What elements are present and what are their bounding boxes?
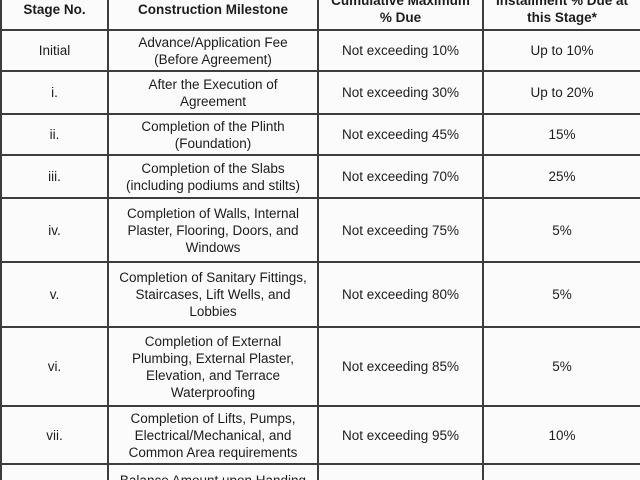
cell-installment: 15%	[482, 113, 640, 156]
cell-milestone: After the Execution of Agreement	[107, 70, 319, 115]
column-header-stage: Stage No.	[0, 0, 109, 31]
cell-installment: 5%	[482, 463, 640, 480]
cell-milestone: Completion of Sanitary Fittings, Stairca…	[107, 261, 319, 328]
column-header-installment: Installment % Due at this Stage*	[482, 0, 640, 31]
table-row: iv. Completion of Walls, Internal Plaster…	[0, 197, 640, 263]
cell-cumulative: Not exceeding 95%	[317, 405, 484, 465]
table-row: Initial Advance/Application Fee (Before A…	[0, 29, 640, 72]
cell-cumulative: Not exceeding 85%	[317, 326, 484, 407]
cell-installment: 25%	[482, 154, 640, 199]
cell-installment: 5%	[482, 261, 640, 328]
cell-stage: Initial	[0, 29, 109, 72]
cell-milestone: Completion of Walls, Internal Plaster, F…	[107, 197, 319, 263]
table-row: i. After the Execution of Agreement Not ex…	[0, 70, 640, 115]
cell-cumulative: Not exceeding 30%	[317, 70, 484, 115]
cell-installment: 5%	[482, 197, 640, 263]
cell-cumulative: 100%	[317, 463, 484, 480]
cell-cumulative: Not exceeding 80%	[317, 261, 484, 328]
cell-milestone: Completion of the Plinth (Foundation)	[107, 113, 319, 156]
table-body: Initial Advance/Application Fee (Before A…	[0, 29, 640, 480]
cell-milestone: Completion of External Plumbing, Externa…	[107, 326, 319, 407]
cell-milestone: Balance Amount upon Handing over of Poss…	[107, 463, 319, 480]
column-header-cumulative: Cumulative Maximum % Due	[317, 0, 484, 31]
column-header-milestone: Construction Milestone	[107, 0, 319, 31]
cell-installment: Up to 20%	[482, 70, 640, 115]
cell-cumulative: Not exceeding 75%	[317, 197, 484, 263]
table-row: iii. Completion of the Slabs (including p…	[0, 154, 640, 199]
table-row: viii.Balance Amount upon Handing over of…	[0, 463, 640, 480]
table-row: vii. Completion of Lifts, Pumps, Electric…	[0, 405, 640, 465]
cell-installment: 5%	[482, 326, 640, 407]
header-row: Stage No. Construction Milestone Cumulativ…	[0, 0, 640, 31]
cell-stage: viii.	[0, 463, 109, 480]
cell-cumulative: Not exceeding 70%	[317, 154, 484, 199]
table-row: vi. Completion of External Plumbing, Exte…	[0, 326, 640, 407]
cell-stage: vi.	[0, 326, 109, 407]
cell-cumulative: Not exceeding 45%	[317, 113, 484, 156]
cell-milestone: Advance/Application Fee (Before Agreemen…	[107, 29, 319, 72]
cell-stage: ii.	[0, 113, 109, 156]
cell-milestone: Completion of the Slabs (including podiu…	[107, 154, 319, 199]
cell-stage: v.	[0, 261, 109, 328]
cell-stage: iii.	[0, 154, 109, 199]
cell-installment: Up to 10%	[482, 29, 640, 72]
cell-stage: i.	[0, 70, 109, 115]
cell-milestone: Completion of Lifts, Pumps, Electrical/M…	[107, 405, 319, 465]
cell-stage: vii.	[0, 405, 109, 465]
table-row: v. Completion of Sanitary Fittings, Stair…	[0, 261, 640, 328]
cell-stage: iv.	[0, 197, 109, 263]
table-header: Stage No. Construction Milestone Cumulativ…	[0, 0, 640, 31]
table-row: ii. Completion of the Plinth (Foundation)…	[0, 113, 640, 156]
cell-installment: 10%	[482, 405, 640, 465]
cell-cumulative: Not exceeding 10%	[317, 29, 484, 72]
